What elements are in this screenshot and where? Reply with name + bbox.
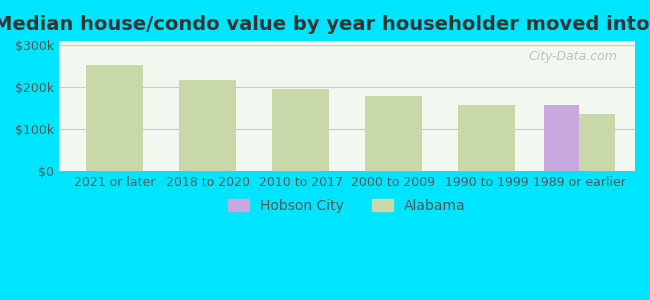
Bar [179,80,236,171]
Bar [86,65,143,171]
Bar [579,114,614,171]
Bar [365,96,422,171]
Bar [544,105,579,171]
Text: City-Data.com: City-Data.com [529,50,617,63]
Bar [272,89,329,171]
Bar [458,105,515,171]
Title: Median house/condo value by year householder moved into unit: Median house/condo value by year househo… [0,15,650,34]
Legend: Hobson City, Alabama: Hobson City, Alabama [223,194,471,218]
